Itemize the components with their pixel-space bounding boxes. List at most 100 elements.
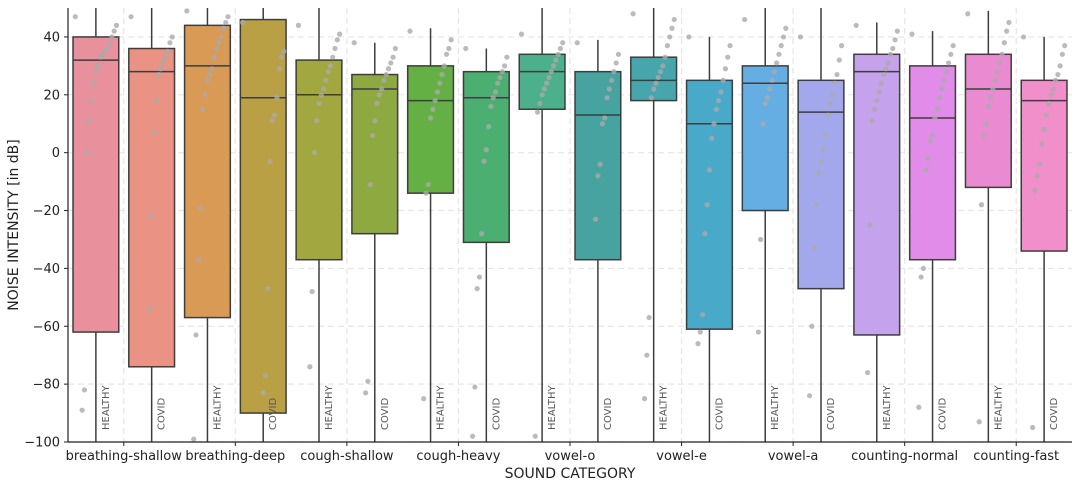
data-point [948,51,954,57]
box-vowel-a-healthy: HEALTHY [741,8,789,442]
x-tick-label: counting-fast [973,449,1059,464]
data-point [488,103,494,109]
x-tick-label: vowel-e [656,449,707,464]
x-tick-label: vowel-o [545,449,596,464]
data-point [207,71,213,78]
data-point [916,404,922,410]
data-point [369,132,376,138]
group-label: HEALTHY [659,384,670,430]
data-point [316,100,322,107]
data-point [211,54,217,60]
box-series: HEALTHY COVID HEALTHY COVID HEALTHY COVID HEAL… [72,8,1068,442]
data-point [920,265,927,271]
data-point [109,34,115,40]
box-body [406,65,455,194]
data-point [146,306,152,312]
data-point [332,45,338,52]
data-point [544,80,550,86]
data-point [532,433,538,439]
y-tick-label: −20 [33,204,60,219]
data-point [965,11,971,17]
data-point [780,34,787,40]
data-point [309,288,315,295]
data-point [388,60,394,66]
data-point [813,202,820,208]
data-point [613,60,619,66]
data-point [541,86,547,92]
y-tick-label: −100 [24,436,60,451]
data-point [111,28,117,34]
group-label: COVID [938,398,949,430]
data-point [327,63,334,69]
data-point [223,19,229,26]
data-point [778,43,784,49]
data-point [225,14,231,20]
data-point [479,231,485,237]
group-label: HEALTHY [436,384,447,430]
data-point [430,106,436,112]
data-point [107,40,113,46]
data-point [379,86,385,92]
data-point [518,31,525,37]
data-point [197,205,204,211]
group-label: HEALTHY [547,384,558,430]
data-point [160,60,166,66]
data-point [497,74,503,81]
data-point [1057,63,1063,69]
data-point [407,28,413,34]
box-vowel-a-covid: COVID [797,8,845,442]
data-point [193,332,199,338]
data-point [1062,43,1068,49]
data-point [427,115,434,121]
data-point [274,95,280,101]
y-tick-label: 20 [43,88,60,103]
data-point [774,60,780,66]
data-point [806,393,813,399]
data-point [883,66,889,72]
data-point [383,71,389,78]
data-point [441,63,447,69]
box-cough-shallow-healthy: HEALTHY [295,8,343,442]
data-point [95,63,101,69]
data-point [476,274,483,280]
data-point [1020,34,1027,40]
data-point [651,86,657,92]
data-point [999,51,1005,57]
data-point [385,66,392,72]
data-point [892,37,898,43]
data-point [537,100,543,107]
data-point [1004,28,1010,34]
data-point [437,80,443,86]
data-point [742,16,748,23]
data-point [1048,92,1054,98]
data-point [265,286,271,292]
data-point [881,71,887,78]
box-counting-fast-covid: COVID [1020,36,1068,442]
box-cough-shallow-covid: COVID [351,42,399,442]
data-point [372,118,378,124]
data-point [836,57,842,63]
data-point [838,43,845,49]
data-point [997,60,1003,66]
data-point [1006,19,1012,26]
data-point [720,77,726,83]
data-point [311,150,318,156]
data-point [495,80,501,86]
data-point [874,97,880,104]
box-vowel-e-covid: COVID [685,36,734,442]
data-point [809,323,815,329]
box-body [183,24,232,319]
group-label: HEALTHY [324,384,335,430]
data-point [1046,100,1052,107]
data-point [715,97,722,104]
data-point [323,77,329,83]
x-axis-label: SOUND CATEGORY [505,466,636,482]
data-point [88,97,94,104]
data-point [1030,424,1036,431]
data-point [314,118,320,124]
data-point [128,14,134,20]
data-point [820,147,826,153]
data-point [165,48,171,55]
data-point [376,92,382,98]
data-point [653,80,659,86]
